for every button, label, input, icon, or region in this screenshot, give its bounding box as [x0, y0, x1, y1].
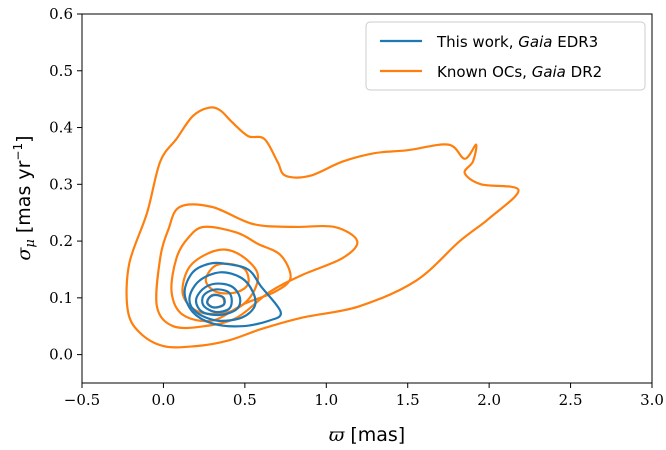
this-work-contour-4: [201, 288, 233, 314]
legend-label-known-ocs-suffix: DR2: [566, 63, 602, 81]
y-axis-symbol: σ: [13, 247, 35, 261]
y-axis-exponent: −1: [11, 143, 25, 161]
x-tick-label: 2.5: [559, 391, 583, 409]
y-tick-label: 0.4: [49, 119, 73, 137]
x-axis-unit: [mas]: [350, 424, 405, 446]
y-tick-label: 0.5: [49, 62, 73, 80]
x-axis-ticks: −0.5 0.0 0.5 1.0 1.5 2.0 2.5 3.0: [64, 383, 664, 409]
x-tick-label: 0.0: [151, 391, 175, 409]
contour-layer: [125, 106, 520, 349]
x-axis-symbol: ϖ: [329, 424, 345, 446]
y-axis-subscript: μ: [23, 239, 38, 247]
known-ocs-contour-1: [125, 106, 520, 349]
y-axis-unit: [mas yr: [13, 160, 35, 233]
y-tick-label: 0.1: [49, 289, 73, 307]
x-tick-label: 1.0: [314, 391, 338, 409]
y-tick-label: 0.6: [49, 5, 73, 23]
known-ocs-contour-5: [204, 262, 250, 295]
known-ocs-contour-2: [155, 203, 359, 330]
legend-label-known-ocs: Known OCs, Gaia DR2: [437, 63, 602, 81]
this-work-contour-1: [183, 261, 282, 328]
x-axis-label: ϖ [mas]: [329, 424, 405, 446]
x-tick-label: 0.5: [233, 391, 257, 409]
y-axis-label: σμ [mas yr−1]: [11, 135, 38, 260]
y-tick-label: 0.0: [49, 346, 73, 364]
y-axis-close: ]: [13, 135, 35, 142]
legend-label-this-work: This work, Gaia EDR3: [436, 33, 598, 51]
legend-label-this-work-suffix: EDR3: [552, 33, 598, 51]
x-tick-label: −0.5: [64, 391, 100, 409]
legend-label-this-work-plain: This work,: [436, 33, 518, 51]
legend-label-known-ocs-italic: Gaia: [532, 63, 566, 81]
legend: This work, Gaia EDR3 Known OCs, Gaia DR2: [365, 21, 646, 91]
x-tick-label: 2.0: [477, 391, 501, 409]
x-tick-label: 1.5: [396, 391, 420, 409]
plot-frame: [81, 13, 653, 384]
x-tick-label: 3.0: [640, 391, 664, 409]
this-work-contour-2: [188, 271, 257, 322]
legend-label-this-work-italic: Gaia: [518, 33, 552, 51]
this-work-contour-5: [206, 293, 226, 309]
y-tick-label: 0.2: [49, 232, 73, 250]
y-tick-label: 0.3: [49, 175, 73, 193]
legend-label-known-ocs-plain: Known OCs,: [437, 63, 532, 81]
this-work-contour-3: [194, 282, 242, 317]
legend-box: [365, 21, 646, 91]
y-axis-ticks: 0.0 0.1 0.2 0.3 0.4 0.5 0.6: [49, 5, 82, 364]
